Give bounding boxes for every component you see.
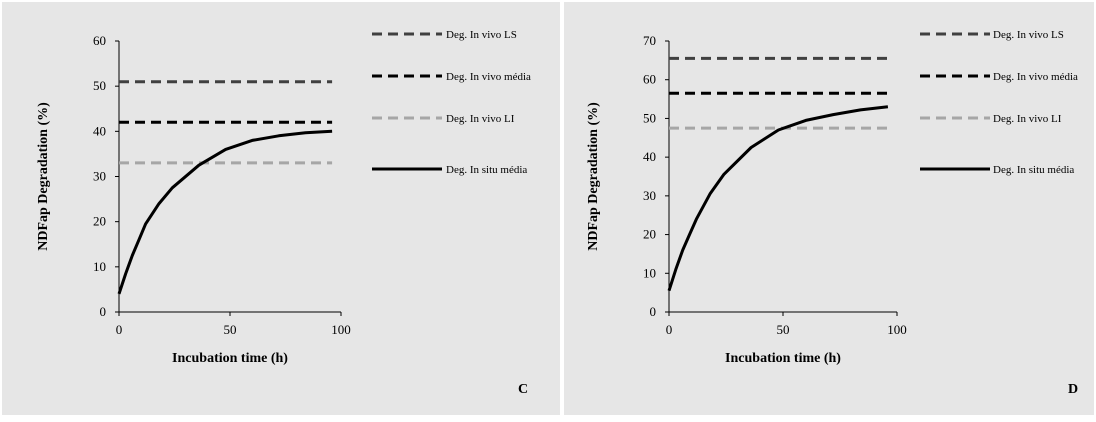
y-tick-label: 0: [100, 304, 107, 319]
y-tick-label: 0: [650, 304, 657, 319]
legend-label: Deg. In situ média: [993, 164, 1074, 176]
legend-label: Deg. In vivo LI: [993, 113, 1062, 125]
x-tick-label: 100: [331, 322, 351, 337]
y-tick-label: 60: [643, 72, 656, 87]
y-tick-label: 20: [93, 214, 106, 229]
x-tick-label: 0: [666, 322, 673, 337]
legend-label: Deg. In vivo média: [446, 71, 531, 83]
y-tick-label: 40: [643, 149, 656, 164]
chart-panel-D: 0 10 20 30 40 50 60 70 0 50 100 Incubation time (h)…: [564, 2, 1094, 415]
chart-panel-C: 0 10 20 30 40 50 60 0 50 100 Incubation time (h) ND…: [2, 2, 560, 415]
panel-label: C: [518, 382, 528, 397]
y-tick-label: 50: [93, 78, 106, 93]
panel-background: [2, 2, 560, 415]
panel-label: D: [1068, 382, 1078, 397]
series-line-4: [117, 129, 333, 295]
y-tick-label: 50: [643, 110, 656, 125]
legend-label: Deg. In vivo LS: [446, 29, 517, 41]
x-tick-label: 50: [224, 322, 237, 337]
x-tick-label: 0: [116, 322, 123, 337]
x-axis-title: Incubation time (h): [172, 351, 288, 366]
y-tick-label: 20: [643, 227, 656, 242]
y-tick-label: 30: [93, 169, 106, 184]
legend-label: Deg. In situ média: [446, 164, 527, 176]
y-tick-label: 60: [93, 33, 106, 48]
y-axis-title: NDFap Degradation (%): [36, 102, 51, 251]
y-tick-label: 10: [93, 259, 106, 274]
panel-background: [564, 2, 1094, 415]
legend-label: Deg. In vivo LS: [993, 29, 1064, 41]
y-tick-label: 40: [93, 123, 106, 138]
y-tick-label: 10: [643, 265, 656, 280]
x-tick-label: 50: [777, 322, 790, 337]
series-line-4: [667, 105, 889, 292]
x-axis-title: Incubation time (h): [725, 351, 841, 366]
y-tick-label: 70: [643, 33, 656, 48]
legend-label: Deg. In vivo LI: [446, 113, 515, 125]
y-axis-title: NDFap Degradation (%): [586, 102, 601, 251]
y-tick-label: 30: [643, 188, 656, 203]
x-tick-label: 100: [887, 322, 907, 337]
legend-label: Deg. In vivo média: [993, 71, 1078, 83]
